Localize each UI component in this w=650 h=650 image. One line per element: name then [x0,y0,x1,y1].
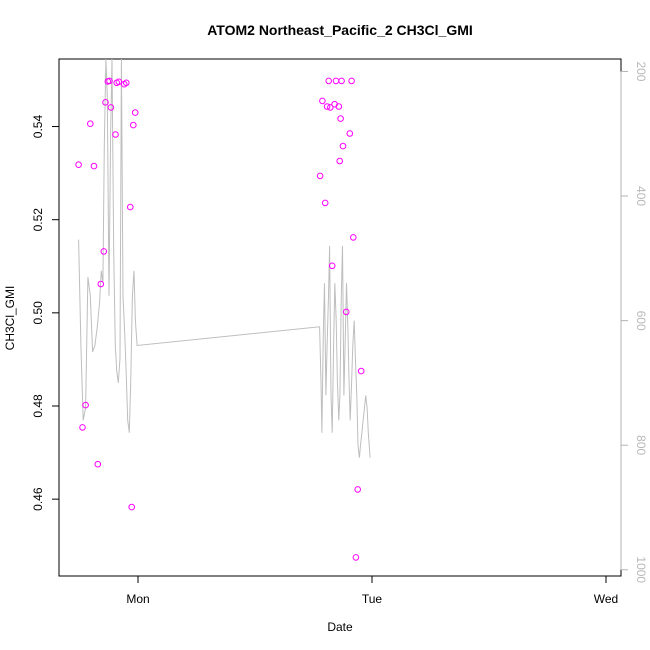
data-point [87,120,94,127]
data-point [352,554,360,561]
data-point [327,104,334,111]
data-point [94,460,102,468]
x-tick-label: Wed [594,592,618,606]
data-point [343,308,350,316]
data-point [75,161,82,168]
x-tick-label: Mon [126,592,149,606]
x-axis-label: Date [327,620,353,634]
chart-title: ATOM2 Northeast_Pacific_2 CH3Cl_GMI [207,22,473,38]
data-point [325,77,333,85]
point-series [75,77,365,561]
right-axis-tick-label: 800 [634,435,648,455]
data-point [348,77,355,85]
data-point [350,234,357,241]
data-point [323,103,331,110]
data-point [127,203,134,211]
data-point [319,97,326,105]
data-point [100,248,108,255]
data-point [79,424,86,431]
data-point [97,280,105,288]
data-point [339,142,347,150]
right-axis-tick-label: 600 [634,311,648,331]
data-point [357,367,365,375]
y-tick-label: 0.48 [31,394,45,418]
data-point [328,262,336,270]
y-tick-label: 0.50 [31,301,45,325]
data-point [316,172,324,180]
data-point [130,121,137,129]
right-axis-tick-label: 400 [634,186,648,206]
y-tick-label: 0.52 [31,208,45,232]
right-axis: 200 400 600 800 1000 [620,61,648,583]
line-series [78,58,371,458]
data-point [112,131,119,138]
data-point [337,115,344,122]
line-series-path [78,58,371,458]
data-point [335,103,343,110]
x-tick-label: Tue [362,592,383,606]
data-point [82,401,89,409]
data-point [106,77,113,85]
data-point [332,77,340,85]
y-axis-label: CH3Cl_GMI [3,286,17,351]
data-point [107,104,115,111]
data-point [123,79,130,87]
y-tick-label: 0.46 [31,487,45,511]
data-point [346,130,354,137]
data-point [354,486,362,493]
data-point [102,99,109,106]
data-point [338,77,345,85]
data-point [115,78,123,86]
right-axis-tick-label: 200 [634,61,648,81]
data-point [131,109,139,116]
x-axis: Mon Tue Wed [126,575,618,606]
plot-frame [58,58,622,577]
y-axis: 0.46 0.48 0.50 0.52 0.54 [31,115,60,511]
data-point [90,162,98,170]
data-point [321,199,329,207]
right-axis-tick-label: 1000 [634,556,648,583]
data-point [128,503,135,511]
y-tick-label: 0.54 [31,115,45,139]
data-point [336,157,344,165]
